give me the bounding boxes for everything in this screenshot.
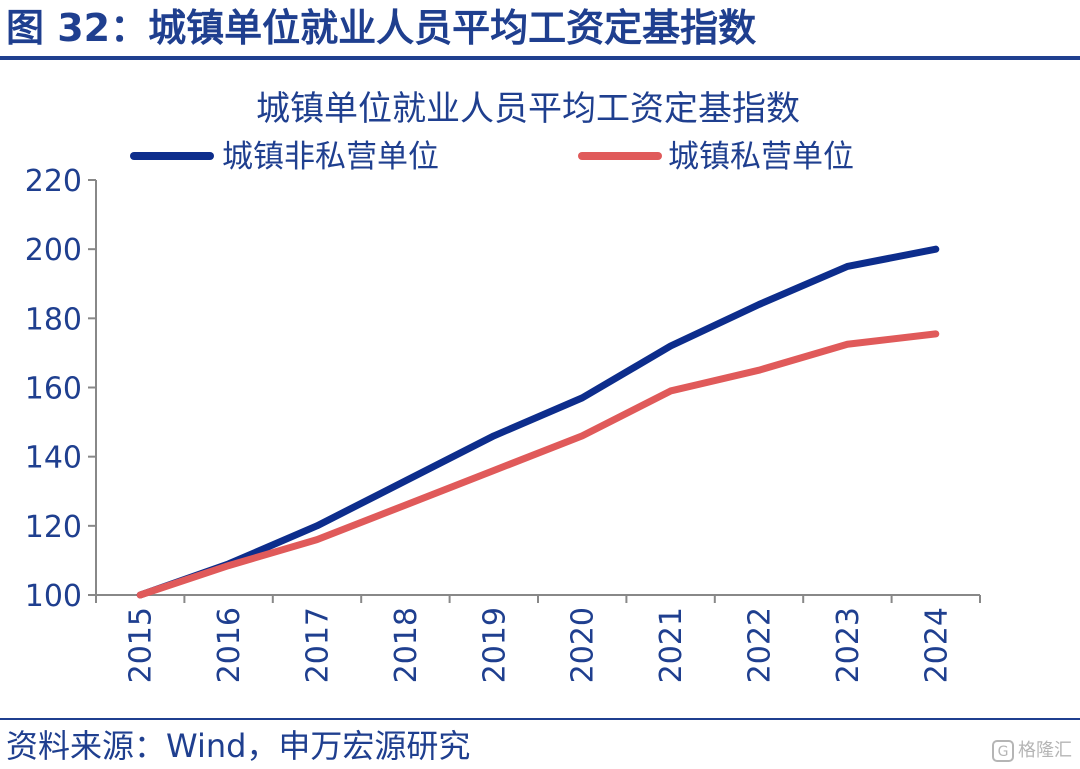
- data-point-0-4: [492, 434, 495, 437]
- g-logo-icon: G: [992, 740, 1014, 762]
- data-point-1-6: [669, 389, 672, 392]
- x-tick-label-2022: 2022: [743, 607, 778, 683]
- data-point-1-7: [758, 369, 760, 372]
- footer-rule: [0, 718, 1080, 720]
- y-tick-label-100: 100: [25, 579, 82, 614]
- y-tick-label-160: 160: [25, 372, 82, 407]
- data-point-1-5: [581, 434, 584, 437]
- series-line-0: [136, 245, 940, 599]
- data-point-0-7: [758, 303, 760, 306]
- x-tick-label-2016: 2016: [212, 607, 247, 683]
- data-point-0-3: [404, 479, 407, 482]
- data-point-1-4: [492, 469, 495, 472]
- data-point-0-5: [581, 396, 584, 399]
- watermark-text: 格隆汇: [1018, 740, 1072, 761]
- legend: 城镇非私营单位 城镇私营单位: [130, 139, 854, 175]
- x-tick-label-2023: 2023: [831, 607, 866, 683]
- data-point-0-8: [846, 265, 849, 268]
- y-tick-label-180: 180: [25, 302, 82, 337]
- x-tick-label-2020: 2020: [566, 607, 601, 683]
- x-tick-label-2015: 2015: [124, 607, 159, 683]
- legend-label-1: 城镇私营单位: [668, 139, 854, 175]
- data-point-1-1: [227, 564, 230, 567]
- y-tick-label-220: 220: [25, 164, 82, 199]
- y-tick-label-120: 120: [25, 510, 82, 545]
- data-point-0-6: [669, 345, 672, 347]
- header-rule: [0, 56, 1080, 60]
- data-point-1-9: [934, 332, 937, 335]
- legend-label-0: 城镇非私营单位: [222, 139, 439, 175]
- series-line-1: [136, 330, 940, 599]
- data-point-1-0: [139, 594, 142, 596]
- plot-area: 100 120 140 160 180 200 220 2015 2016 2017 2018 201…: [25, 164, 981, 683]
- line-chart: 城镇单位就业人员平均工资定基指数 城镇非私营单位 城镇私营单位 100 120 140…: [25, 89, 981, 683]
- source-note: 资料来源：Wind，申万宏源研究: [6, 727, 471, 765]
- watermark: G 格隆汇: [992, 738, 1072, 764]
- figure-header: 图 32：城镇单位就业人员平均工资定基指数: [6, 6, 757, 50]
- chart-title: 城镇单位就业人员平均工资定基指数: [256, 89, 800, 129]
- data-point-1-3: [404, 504, 407, 507]
- x-tick-label-2019: 2019: [477, 607, 512, 683]
- data-point-1-8: [846, 343, 849, 346]
- x-tick-label-2024: 2024: [919, 607, 954, 683]
- svg-text:G: G: [998, 744, 1009, 760]
- data-point-0-2: [316, 524, 318, 527]
- y-tick-label-200: 200: [25, 233, 82, 268]
- data-point-0-9: [934, 248, 937, 251]
- data-point-1-2: [316, 538, 318, 541]
- x-tick-label-2017: 2017: [301, 607, 336, 683]
- x-tick-label-2018: 2018: [389, 607, 424, 683]
- y-tick-label-140: 140: [25, 441, 82, 476]
- x-tick-label-2021: 2021: [654, 607, 689, 683]
